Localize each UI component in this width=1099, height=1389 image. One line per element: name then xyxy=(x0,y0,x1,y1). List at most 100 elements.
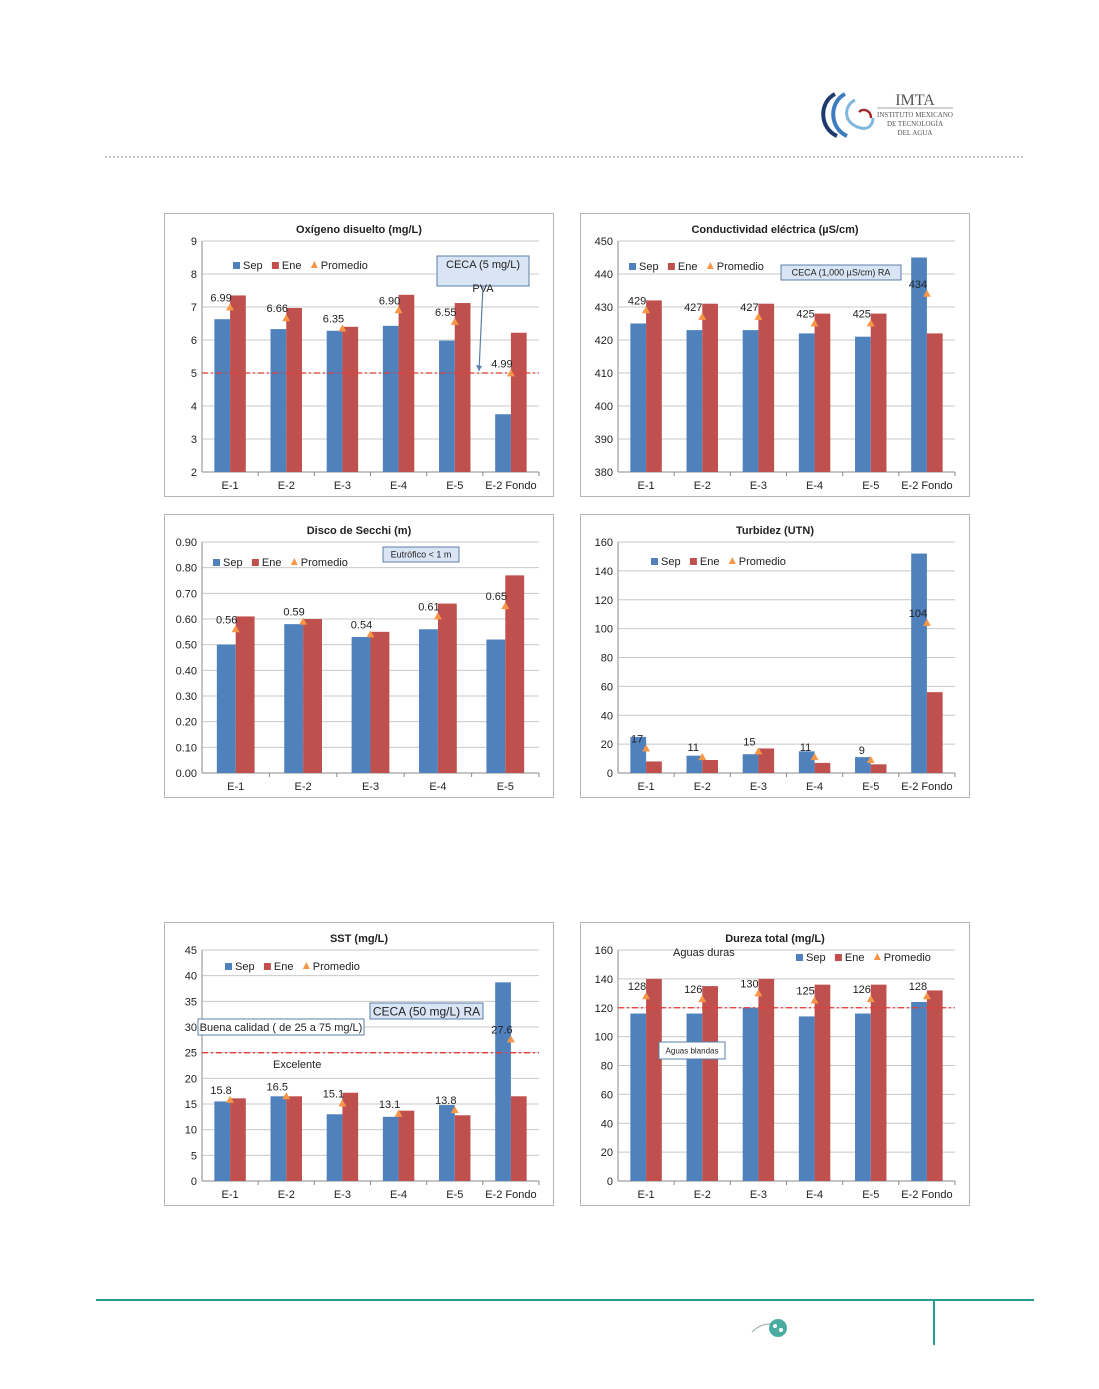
promedio-label: 9 xyxy=(859,745,865,757)
bar-ene xyxy=(646,300,662,472)
promedio-marker xyxy=(866,319,875,327)
y-tick-label: 45 xyxy=(185,945,197,957)
y-tick-label: 400 xyxy=(595,401,613,413)
y-tick-label: 3 xyxy=(191,434,197,446)
chart-svg: Oxígeno disuelto (mg/L) 2 3 4 5 6 7 8 9 E-1 E-2 E-3… xyxy=(191,224,540,492)
annotation-text: Eutrófico < 1 m xyxy=(391,550,452,560)
y-tick-label: 2 xyxy=(191,467,197,479)
y-tick-label: 6 xyxy=(191,335,197,347)
bar-ene xyxy=(758,748,775,773)
promedio-label: 17 xyxy=(631,733,643,745)
y-tick-label: 80 xyxy=(601,653,613,665)
chart-conductividad-electrica: Conductividad eléctrica (µS/cm) 380 390 400… xyxy=(580,213,970,497)
y-tick-label: 5 xyxy=(191,1150,197,1162)
promedio-marker xyxy=(810,753,819,761)
annotation-text: Buena calidad ( de 25 a 75 mg/L) xyxy=(200,1022,363,1034)
bar-sep xyxy=(911,553,927,773)
bar-sep xyxy=(798,333,815,472)
promedio-label: 15.8 xyxy=(210,1085,231,1097)
org-line-3: DEL AGUA xyxy=(898,129,933,137)
bar-ene xyxy=(437,603,457,773)
x-tick-label: E-4 xyxy=(390,480,407,492)
bar-ene xyxy=(342,326,359,472)
footer-divider xyxy=(96,1299,1034,1301)
bar-ene xyxy=(510,1096,527,1181)
y-tick-label: 390 xyxy=(595,434,613,446)
annotation-text: Aguas blandas xyxy=(666,1046,719,1055)
bar-ene xyxy=(926,990,943,1181)
x-tick-label: E-2 xyxy=(694,781,711,793)
legend-label: Promedio xyxy=(321,260,368,272)
y-tick-label: 0.50 xyxy=(176,640,197,652)
annotation-arrow xyxy=(478,285,484,372)
promedio-label: 429 xyxy=(628,295,646,307)
promedio-label: 16.5 xyxy=(267,1081,288,1093)
bar-sep xyxy=(686,1013,703,1181)
promedio-label: 13.8 xyxy=(435,1095,456,1107)
bar-ene xyxy=(398,294,415,472)
promedio-label: 6.90 xyxy=(379,295,400,307)
promedio-marker xyxy=(282,314,291,322)
x-tick-label: E-3 xyxy=(750,480,767,492)
bar-sep xyxy=(326,1114,343,1181)
bar-sep xyxy=(798,1016,815,1181)
bar-sep xyxy=(270,329,287,472)
y-tick-label: 0 xyxy=(191,1176,197,1188)
y-tick-label: 120 xyxy=(595,1003,613,1015)
promedio-label: 427 xyxy=(684,302,702,314)
y-tick-label: 140 xyxy=(595,566,613,578)
legend-swatch xyxy=(302,962,310,969)
y-tick-label: 0.90 xyxy=(176,537,197,549)
bar-ene xyxy=(814,984,831,1181)
legend-label: Ene xyxy=(700,556,720,568)
chart-disco-de-secchi: Disco de Secchi (m) 0.00 0.10 0.20 0.30 0.40 0… xyxy=(164,514,554,798)
y-tick-label: 30 xyxy=(185,1022,197,1034)
promedio-marker xyxy=(698,753,707,761)
y-tick-label: 420 xyxy=(595,335,613,347)
legend-label: Ene xyxy=(282,260,302,272)
chart-title: SST (mg/L) xyxy=(330,933,388,945)
x-tick-label: E-5 xyxy=(862,480,879,492)
chart-sst: SST (mg/L) 0 5 10 15 20 25 30 35 40 45 E-1 E-2 E-3 E-4… xyxy=(164,922,554,1206)
bar-sep xyxy=(742,1007,759,1181)
org-short: IMTA xyxy=(895,92,935,109)
bar-ene xyxy=(814,762,831,773)
x-tick-label: E-1 xyxy=(222,480,239,492)
promedio-label: 15.1 xyxy=(323,1088,344,1100)
bar-ene xyxy=(454,303,471,472)
x-tick-label: E-2 xyxy=(295,781,312,793)
promedio-label: 6.99 xyxy=(210,292,231,304)
promedio-label: 128 xyxy=(628,981,646,993)
bar-sep xyxy=(419,629,438,773)
x-tick-label: E-4 xyxy=(390,1189,407,1201)
annotation-box xyxy=(658,1041,726,1060)
y-tick-label: 120 xyxy=(595,595,613,607)
bar-sep xyxy=(382,1116,399,1181)
y-tick-label: 10 xyxy=(185,1125,197,1137)
annotation-box xyxy=(780,264,902,281)
legend-label: Sep xyxy=(661,556,681,568)
x-tick-label: E-2 xyxy=(278,1189,295,1201)
y-tick-label: 15 xyxy=(185,1099,197,1111)
promedio-marker xyxy=(506,1035,515,1043)
legend-swatch xyxy=(225,963,232,970)
promedio-marker xyxy=(231,625,240,633)
bar-sep xyxy=(630,1013,647,1181)
x-tick-label: E-2 xyxy=(694,480,711,492)
bar-ene xyxy=(646,978,662,1181)
bar-sep xyxy=(855,336,871,472)
y-tick-label: 35 xyxy=(185,996,197,1008)
promedio-marker xyxy=(866,995,875,1003)
bar-sep xyxy=(351,636,371,773)
bar-ene xyxy=(758,978,775,1181)
legend-swatch xyxy=(873,953,881,960)
chart-title: Turbidez (UTN) xyxy=(736,525,814,537)
x-tick-label: E-2 Fondo xyxy=(485,1189,536,1201)
y-tick-label: 20 xyxy=(185,1073,197,1085)
y-tick-label: 160 xyxy=(595,945,613,957)
legend-label: Promedio xyxy=(717,261,764,273)
promedio-marker xyxy=(866,756,875,764)
chart-svg: Turbidez (UTN) 0 20 40 60 80 100 120 140 160 E-1 E-… xyxy=(595,525,956,793)
y-tick-label: 7 xyxy=(191,302,197,314)
promedio-marker xyxy=(506,369,515,377)
